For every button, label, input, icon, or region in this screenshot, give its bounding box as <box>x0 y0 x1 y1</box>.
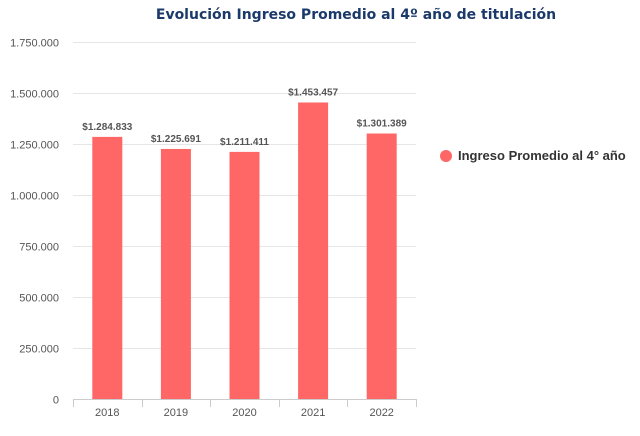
x-tick-label: 2018 <box>95 407 119 419</box>
x-tick-label: 2020 <box>232 407 256 419</box>
x-tick-label: 2021 <box>301 407 325 419</box>
data-label: $1.453.457 <box>288 87 338 98</box>
data-label: $1.211.411 <box>220 137 269 148</box>
y-tick-label: 0 <box>53 395 59 407</box>
y-tick-label: 1.250.000 <box>10 140 59 152</box>
x-tick-label: 2022 <box>369 407 393 419</box>
bar[interactable] <box>298 102 329 399</box>
y-tick-label: 1.500.000 <box>10 89 59 101</box>
bars: $1.284.833 $1.225.691 $1.211.411 $1.453.457… <box>82 87 407 399</box>
x-tick-label: 2019 <box>164 407 188 419</box>
data-label: $1.225.691 <box>151 134 201 145</box>
y-tick-label: 500.000 <box>19 293 59 305</box>
bar[interactable] <box>160 148 191 399</box>
axes: 0 250.000 500.000 750.000 1.000.000 1.250.000… <box>10 38 417 419</box>
y-tick-label: 250.000 <box>19 344 59 356</box>
chart-title: Evolución Ingreso Promedio al 4º año de … <box>155 7 557 23</box>
y-tick-label: 1.750.000 <box>10 38 59 50</box>
bar[interactable] <box>92 136 123 399</box>
data-label: $1.301.389 <box>357 119 407 130</box>
bar[interactable] <box>366 133 397 399</box>
legend-label: Ingreso Promedio al 4° año <box>458 148 626 163</box>
legend-item[interactable]: Ingreso Promedio al 4° año <box>440 148 626 163</box>
data-label: $1.284.833 <box>82 122 132 133</box>
bar[interactable] <box>229 151 260 399</box>
legend-marker <box>440 149 452 162</box>
y-tick-label: 750.000 <box>19 242 59 254</box>
y-tick-label: 1.000.000 <box>10 191 59 203</box>
